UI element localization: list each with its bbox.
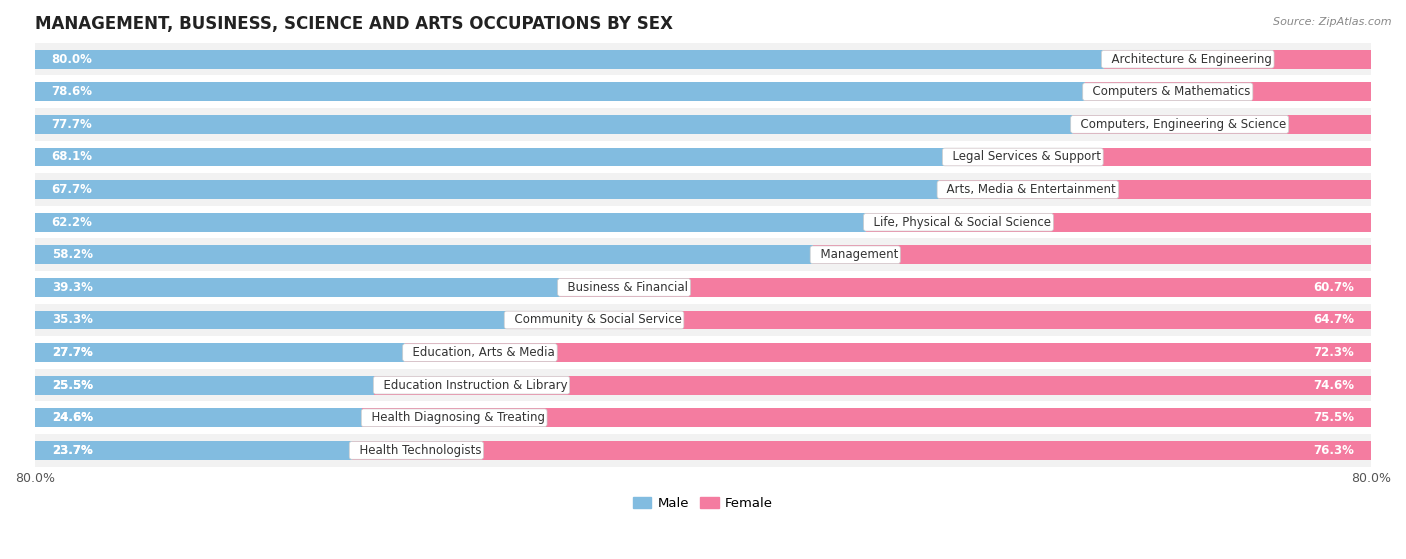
Bar	[35, 206, 1371, 239]
Bar	[35, 369, 1371, 401]
Text: 35.3%: 35.3%	[52, 314, 93, 326]
Text: 25.5%: 25.5%	[52, 378, 93, 392]
Text: 77.7%: 77.7%	[52, 118, 93, 131]
Bar	[35, 148, 945, 167]
Text: 64.7%: 64.7%	[1313, 314, 1354, 326]
Bar	[35, 376, 375, 395]
Text: 76.3%: 76.3%	[1313, 444, 1354, 457]
Bar	[560, 278, 1371, 297]
Bar	[35, 408, 364, 427]
Text: 23.7%: 23.7%	[52, 444, 93, 457]
Bar	[35, 304, 1371, 337]
Bar	[1104, 50, 1371, 69]
Text: 20.0%: 20.0%	[1121, 53, 1157, 66]
Bar	[939, 180, 1371, 199]
Bar	[35, 239, 1371, 271]
Text: Education Instruction & Library: Education Instruction & Library	[375, 378, 567, 392]
Bar	[35, 173, 1371, 206]
Text: Education, Arts & Media: Education, Arts & Media	[405, 346, 555, 359]
Bar	[506, 311, 1371, 329]
Text: Source: ZipAtlas.com: Source: ZipAtlas.com	[1274, 17, 1392, 27]
Text: 31.9%: 31.9%	[962, 150, 998, 163]
Text: 68.1%: 68.1%	[52, 150, 93, 163]
Text: 80.0%: 80.0%	[52, 53, 93, 66]
Bar	[1085, 82, 1371, 101]
Text: Architecture & Engineering: Architecture & Engineering	[1104, 53, 1271, 66]
Bar	[352, 441, 1371, 460]
Text: 74.6%: 74.6%	[1313, 378, 1354, 392]
Bar	[35, 82, 1085, 101]
Text: 24.6%: 24.6%	[52, 411, 93, 424]
Text: 27.7%: 27.7%	[52, 346, 93, 359]
Bar	[35, 337, 1371, 369]
Text: 72.3%: 72.3%	[1313, 346, 1354, 359]
Bar	[405, 343, 1371, 362]
Bar	[35, 278, 560, 297]
Bar	[363, 408, 1371, 427]
Text: Health Diagnosing & Treating: Health Diagnosing & Treating	[364, 411, 544, 424]
Text: Management: Management	[813, 248, 898, 261]
Text: 22.3%: 22.3%	[1090, 118, 1128, 131]
Text: 21.4%: 21.4%	[1102, 86, 1139, 98]
Bar	[374, 376, 1371, 395]
Bar	[945, 148, 1371, 167]
Text: 78.6%: 78.6%	[52, 86, 93, 98]
Text: Arts, Media & Entertainment: Arts, Media & Entertainment	[939, 183, 1116, 196]
Bar	[35, 434, 1371, 467]
Text: Business & Financial: Business & Financial	[560, 281, 688, 294]
Text: 25.5%: 25.5%	[52, 378, 93, 392]
Text: 32.3%: 32.3%	[956, 183, 993, 196]
Text: Life, Physical & Social Science: Life, Physical & Social Science	[866, 216, 1052, 229]
Bar	[866, 213, 1371, 231]
Text: 39.3%: 39.3%	[52, 281, 93, 294]
Text: 67.7%: 67.7%	[52, 183, 93, 196]
Text: 23.7%: 23.7%	[52, 444, 93, 457]
Text: 24.6%: 24.6%	[52, 411, 93, 424]
Bar	[1073, 115, 1371, 134]
Text: 75.5%: 75.5%	[1313, 411, 1354, 424]
Bar	[35, 43, 1371, 75]
Bar	[35, 343, 405, 362]
Bar	[35, 180, 939, 199]
Bar	[35, 50, 1104, 69]
Text: MANAGEMENT, BUSINESS, SCIENCE AND ARTS OCCUPATIONS BY SEX: MANAGEMENT, BUSINESS, SCIENCE AND ARTS O…	[35, 15, 673, 33]
Text: 37.8%: 37.8%	[883, 216, 920, 229]
Text: Legal Services & Support: Legal Services & Support	[945, 150, 1101, 163]
Bar	[35, 115, 1073, 134]
Bar	[35, 141, 1371, 173]
Bar	[35, 75, 1371, 108]
Bar	[813, 245, 1371, 264]
Bar	[35, 245, 813, 264]
Bar	[35, 311, 506, 329]
Bar	[35, 271, 1371, 304]
Text: Community & Social Service: Community & Social Service	[506, 314, 682, 326]
Text: 62.2%: 62.2%	[52, 216, 93, 229]
Text: 41.8%: 41.8%	[830, 248, 866, 261]
Text: 60.7%: 60.7%	[1313, 281, 1354, 294]
Text: Health Technologists: Health Technologists	[352, 444, 481, 457]
Bar	[35, 401, 1371, 434]
Text: 58.2%: 58.2%	[52, 248, 93, 261]
Bar	[35, 213, 866, 231]
Text: 27.7%: 27.7%	[52, 346, 93, 359]
Bar	[35, 441, 352, 460]
Legend: Male, Female: Male, Female	[627, 491, 779, 515]
Text: Computers & Mathematics: Computers & Mathematics	[1085, 86, 1250, 98]
Bar	[35, 108, 1371, 141]
Text: Computers, Engineering & Science: Computers, Engineering & Science	[1073, 118, 1286, 131]
